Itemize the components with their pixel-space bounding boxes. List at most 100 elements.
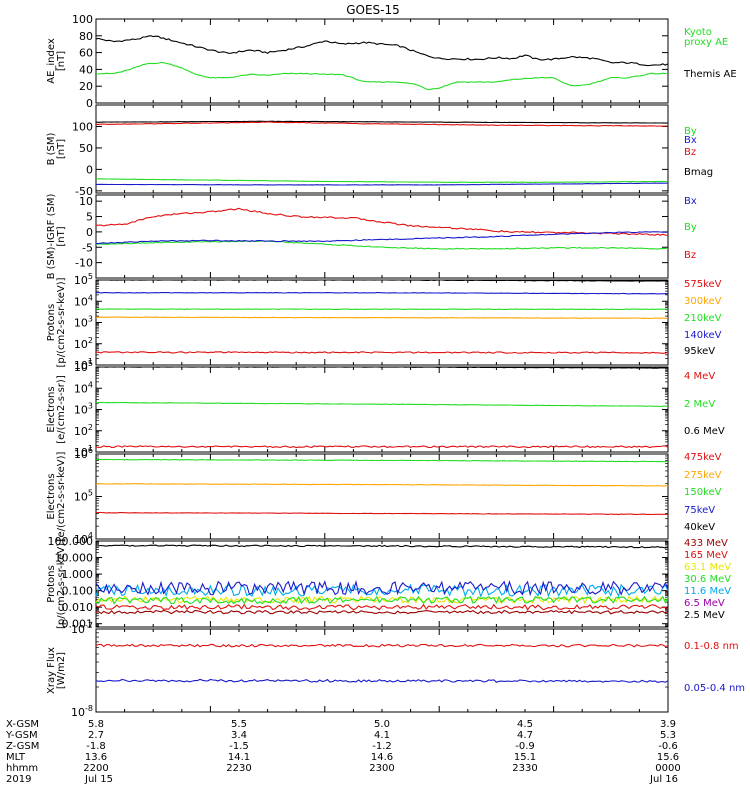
time-axis-value: 14.6: [371, 752, 393, 763]
y-axis-label: Electrons: [46, 473, 57, 519]
y-axis-label: Electrons: [46, 386, 57, 432]
legend-label: Bx: [684, 196, 697, 207]
time-axis-value: 3.4: [231, 730, 247, 741]
y-axis-label: AE_index: [46, 38, 57, 84]
legend-label: 433 MeV: [684, 538, 728, 549]
legend-label: 95keV: [684, 346, 715, 357]
y-axis-label: [p/(cm2-s-sr-keV)]: [56, 539, 67, 629]
series-line-433-mev: [95, 609, 669, 615]
series-line-6-5-mev: [95, 579, 669, 597]
y-tick-label: 40: [79, 63, 93, 76]
panel-frame: [95, 18, 669, 104]
y-tick-label: 102: [74, 423, 93, 438]
y-axis-label: Xray Flux: [46, 647, 57, 694]
series-line-bz: [95, 121, 668, 127]
time-axis-value: 2300: [369, 763, 394, 774]
y-tick-label: 0.001: [62, 618, 94, 631]
series-line-300kev: [95, 316, 668, 319]
time-axis-value: -0.6: [658, 741, 678, 752]
series-line-by: [95, 240, 669, 250]
legend-label: By: [684, 222, 697, 233]
legend-label: 2 MeV: [684, 399, 715, 410]
legend-label: 2.5 MeV: [684, 610, 725, 621]
series-line-2-5-mev: [95, 544, 669, 549]
time-axis-value: 4.1: [374, 730, 390, 741]
y-tick-label: 104: [74, 293, 93, 308]
legend-label: 40keV: [684, 522, 715, 533]
panel-frame: [95, 453, 669, 540]
legend-label: 63.1 MeV: [684, 562, 731, 573]
panel-bd: 10 5 0 -5 -10 B (SM)-IGRF (SM) [nT] Bx By Bz: [46, 194, 697, 280]
series-line-575kev: [95, 351, 669, 354]
y-tick-label: 1.000: [62, 568, 94, 581]
time-axis-value: 14.1: [228, 752, 250, 763]
series-line-bx: [96, 182, 669, 186]
y-tick-label: 0.100: [62, 585, 94, 598]
time-axis-value: 5.3: [660, 730, 676, 741]
y-axis-label: [nT]: [56, 51, 67, 71]
time-axis-row-label: X-GSM: [6, 719, 39, 730]
time-axis-value: 5.0: [374, 719, 390, 730]
legend-label: 0.05-0.4 nm: [684, 683, 745, 694]
time-axis-value: 15.1: [514, 752, 536, 763]
time-axis-value: 4.7: [517, 730, 533, 741]
y-tick-label: 104: [74, 380, 93, 395]
y-tick-label: 105: [74, 489, 93, 504]
time-axis-row-label: Y-GSM: [5, 730, 38, 741]
y-tick-label: 0: [86, 163, 93, 176]
time-axis-value: -1.8: [86, 741, 106, 752]
series-line-4-mev: [95, 445, 669, 449]
legend-label: 0.6 MeV: [684, 426, 725, 437]
series-line-275kev: [95, 483, 669, 487]
y-tick-label: -50: [75, 185, 93, 198]
y-axis-label: [p/(cm2-s-sr-keV)]: [56, 277, 67, 367]
legend-label: Bz: [684, 147, 696, 158]
series-line-210kev: [96, 308, 668, 311]
y-tick-label: 103: [74, 402, 93, 417]
plot-title: GOES-15: [346, 3, 400, 17]
time-axis-value: 2330: [512, 763, 537, 774]
panel-frame: [95, 194, 669, 279]
legend-label: 140keV: [684, 330, 722, 341]
y-tick-label: 103: [74, 315, 93, 330]
series-line-140kev: [96, 291, 669, 295]
y-tick-label: 10-8: [71, 704, 93, 719]
series-line-0-6-mev: [96, 366, 669, 369]
y-tick-label: 0: [86, 226, 93, 239]
legend-label: Bmag: [684, 167, 713, 178]
y-tick-label: 0.010: [62, 601, 94, 614]
y-tick-label: 80: [79, 30, 93, 43]
legend-label: 75keV: [684, 505, 715, 516]
y-tick-label: 20: [79, 80, 93, 93]
y-tick-label: 100: [72, 13, 93, 26]
time-axis-value: 13.6: [85, 752, 107, 763]
time-axis-value: 2.7: [88, 730, 104, 741]
series-line-475kev: [96, 511, 669, 516]
legend-label: Bz: [684, 250, 696, 261]
legend-label: 165 MeV: [684, 550, 728, 561]
y-tick-label: 100: [72, 120, 93, 133]
y-tick-label: 60: [79, 47, 93, 60]
time-axis-value: 2230: [226, 763, 251, 774]
legend-label: proxy AE: [684, 37, 728, 48]
legend-label: 475keV: [684, 452, 722, 463]
legend-label: 30.6 MeV: [684, 574, 731, 585]
y-axis-label: [nT]: [56, 139, 67, 159]
y-tick-label: 50: [79, 142, 93, 155]
time-axis-row-label: MLT: [6, 752, 26, 763]
y-tick-label: 5: [86, 211, 93, 224]
time-axis-row-label: hhmm: [6, 763, 38, 774]
time-axis-value: -0.9: [515, 741, 535, 752]
legend-label: Kyoto: [684, 27, 712, 38]
series-line-by: [95, 178, 669, 183]
series-line-150kev: [95, 458, 669, 463]
time-axis-value: -1.5: [229, 741, 249, 752]
panel-frame: [95, 628, 669, 713]
legend-label: 6.5 MeV: [684, 598, 725, 609]
legend-label: 4 MeV: [684, 371, 715, 382]
y-tick-label: 106: [74, 446, 93, 461]
time-axis-value: -1.2: [372, 741, 392, 752]
